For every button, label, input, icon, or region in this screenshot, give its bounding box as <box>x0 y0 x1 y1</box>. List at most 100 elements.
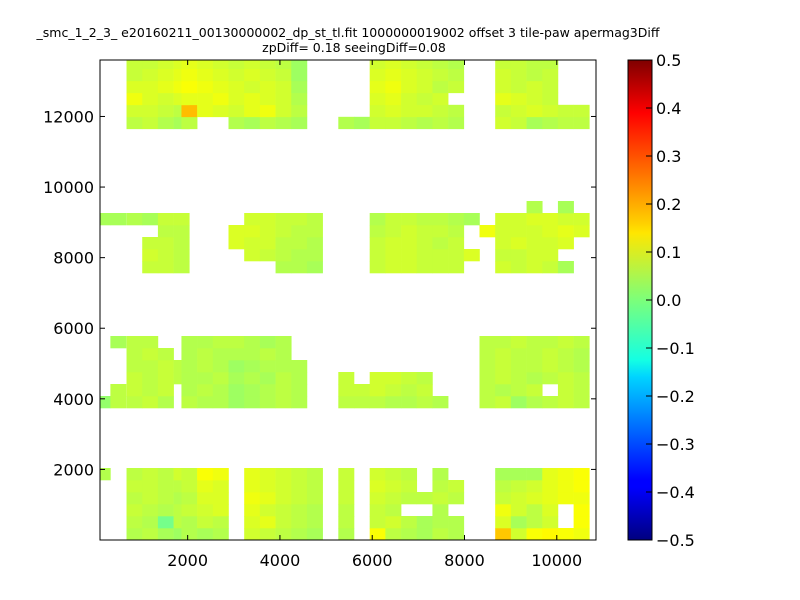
heatmap-cell <box>495 468 512 481</box>
heatmap-cell <box>259 237 276 250</box>
heatmap-cell <box>479 360 496 373</box>
heatmap-cell <box>510 480 527 493</box>
heatmap-cell <box>542 261 559 274</box>
heatmap-cell <box>259 80 276 94</box>
heatmap-cell <box>157 60 174 70</box>
heatmap-cell <box>142 528 159 540</box>
heatmap-cell <box>463 249 480 262</box>
heatmap-cell <box>369 396 386 409</box>
heatmap-cell <box>526 249 543 262</box>
heatmap-cell <box>369 249 386 262</box>
heatmap-cell <box>142 468 159 481</box>
heatmap-cell <box>542 80 559 94</box>
heatmap-cell <box>157 348 174 361</box>
heatmap-cell <box>401 249 418 262</box>
heatmap-cell <box>401 516 418 529</box>
heatmap-cell <box>401 92 418 106</box>
heatmap-cell <box>197 504 214 517</box>
heatmap-cell <box>479 225 496 238</box>
heatmap-cell <box>401 68 418 82</box>
heatmap-cell <box>126 80 143 94</box>
heatmap-cell <box>197 336 214 349</box>
heatmap-cell <box>157 504 174 517</box>
y-tick-label: 4000 <box>53 390 94 409</box>
heatmap-cell <box>157 237 174 250</box>
heatmap-cell <box>126 116 143 130</box>
heatmap-cell <box>291 492 308 505</box>
heatmap-cell <box>275 249 292 262</box>
heatmap-cell <box>385 60 402 70</box>
heatmap-cell <box>369 225 386 238</box>
heatmap-cell <box>432 492 449 505</box>
y-tick-label: 2000 <box>53 460 94 479</box>
heatmap-cell <box>259 104 276 118</box>
heatmap-cell <box>126 396 143 409</box>
heatmap-cell <box>510 516 527 529</box>
heatmap-cell <box>212 348 229 361</box>
heatmap-cell <box>244 213 261 226</box>
heatmap-cell <box>385 372 402 385</box>
heatmap-cell <box>338 116 355 130</box>
heatmap-cell <box>557 336 574 349</box>
heatmap-cell <box>369 104 386 118</box>
heatmap-cell <box>291 504 308 517</box>
heatmap-cell <box>181 60 198 70</box>
heatmap-cell <box>275 480 292 493</box>
heatmap-cell <box>510 225 527 238</box>
heatmap-cell <box>306 480 323 493</box>
heatmap-cell <box>181 372 198 385</box>
heatmap-cell <box>448 237 465 250</box>
heatmap-cell <box>526 116 543 130</box>
heatmap-cell <box>385 213 402 226</box>
heatmap-cell <box>432 396 449 409</box>
heatmap-cell <box>432 213 449 226</box>
heatmap-cell <box>126 504 143 517</box>
heatmap-cell <box>369 116 386 130</box>
heatmap-cell <box>275 528 292 540</box>
heatmap-cell <box>338 528 355 540</box>
heatmap-cell <box>448 104 465 118</box>
colorbar-tick-label: −0.3 <box>656 435 695 454</box>
heatmap-cell <box>212 68 229 82</box>
heatmap-cell <box>157 372 174 385</box>
heatmap-cell <box>212 516 229 529</box>
heatmap-cell <box>542 396 559 409</box>
heatmap-cell <box>173 213 190 226</box>
heatmap-cell <box>291 92 308 106</box>
heatmap-cell <box>291 237 308 250</box>
heatmap-cell <box>416 80 433 94</box>
heatmap-cell <box>197 92 214 106</box>
heatmap-cell <box>244 372 261 385</box>
heatmap-cell <box>291 372 308 385</box>
heatmap-cell <box>354 116 370 130</box>
heatmap-cell <box>244 396 261 409</box>
heatmap-cell <box>244 384 261 397</box>
heatmap-cell <box>275 492 292 505</box>
heatmap-cell <box>369 516 386 529</box>
heatmap-cell <box>385 468 402 481</box>
heatmap-cell <box>401 480 418 493</box>
heatmap-cell <box>212 468 229 481</box>
heatmap-cell <box>259 68 276 82</box>
heatmap-cell <box>338 396 355 409</box>
heatmap-cell <box>338 504 355 517</box>
heatmap-cell <box>259 60 276 70</box>
heatmap-cell <box>291 249 308 262</box>
heatmap-cell <box>526 348 543 361</box>
heatmap-cell <box>173 261 190 274</box>
colorbar-tick-label: 0.1 <box>656 243 681 262</box>
heatmap-cell <box>432 116 449 130</box>
heatmap-cell <box>369 480 386 493</box>
heatmap-cell <box>173 237 190 250</box>
heatmap-cell <box>228 60 245 70</box>
heatmap-cell <box>110 396 127 409</box>
heatmap-cell <box>542 504 559 517</box>
heatmap-cell <box>557 360 574 373</box>
heatmap-cell <box>142 60 159 70</box>
heatmap-cell <box>142 360 159 373</box>
heatmap-cell <box>416 492 433 505</box>
heatmap-cell <box>212 60 229 70</box>
heatmap-cell <box>416 104 433 118</box>
heatmap-cell <box>542 60 559 70</box>
heatmap-cell <box>181 348 198 361</box>
